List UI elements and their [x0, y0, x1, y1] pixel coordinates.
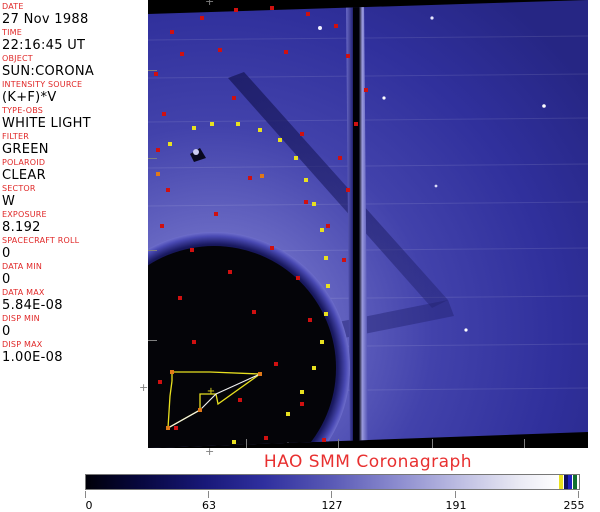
metadata-value-sector: W — [2, 194, 16, 209]
metadata-row: DISP MIN 0 — [2, 314, 147, 339]
image-axis-ticks — [148, 0, 588, 448]
metadata-value-disp-max: 1.00E-08 — [2, 350, 63, 365]
metadata-label-object: OBJECT — [2, 54, 33, 63]
metadata-value-time: 22:16:45 UT — [2, 38, 86, 53]
metadata-value-data-max: 5.84E-08 — [2, 298, 63, 313]
metadata-row: TIME 22:16:45 UT — [2, 28, 147, 53]
metadata-label-polaroid: POLAROID — [2, 158, 46, 167]
metadata-label-sector: SECTOR — [2, 184, 36, 193]
metadata-label-type-obs: TYPE-OBS — [2, 106, 44, 115]
colorbar-tick-labels: 0 63 127 191 255 — [85, 499, 585, 512]
metadata-row: EXPOSURE 8.192 — [2, 210, 147, 235]
colorbar-label-63: 63 — [202, 499, 216, 512]
metadata-label-spacecraft-roll: SPACECRAFT ROLL — [2, 236, 80, 245]
metadata-value-polaroid: CLEAR — [2, 168, 46, 183]
colorbar-swatch-blue — [568, 475, 572, 489]
frame-crosshair-bottom: + — [205, 445, 215, 458]
metadata-label-date: DATE — [2, 2, 24, 11]
metadata-label-exposure: EXPOSURE — [2, 210, 47, 219]
metadata-row: FILTER GREEN — [2, 132, 147, 157]
red-marker-arc — [148, 0, 588, 448]
colorbar: 0 63 127 191 255 — [85, 474, 585, 512]
metadata-label-filter: FILTER — [2, 132, 30, 141]
metadata-label-data-min: DATA MIN — [2, 262, 42, 271]
metadata-value-filter: GREEN — [2, 142, 49, 157]
frame-crosshair-top: + — [205, 0, 215, 8]
metadata-row: SPACECRAFT ROLL 0 — [2, 236, 147, 261]
metadata-label-time: TIME — [2, 28, 23, 37]
metadata-value-exposure: 8.192 — [2, 220, 41, 235]
colorbar-gradient — [85, 474, 580, 490]
metadata-row: DISP MAX 1.00E-08 — [2, 340, 147, 365]
metadata-value-data-min: 0 — [2, 272, 11, 287]
svg-text:+: + — [207, 386, 215, 397]
colorbar-ticks — [85, 491, 580, 499]
metadata-row: DATA MAX 5.84E-08 — [2, 288, 147, 313]
colorbar-swatch-yellow — [559, 475, 563, 489]
metadata-value-object: SUN:CORONA — [2, 64, 95, 79]
colorbar-swatch-navy — [564, 475, 568, 489]
colorbar-swatch-green — [573, 475, 577, 489]
colorbar-label-0: 0 — [85, 499, 93, 512]
metadata-label-disp-max: DISP MAX — [2, 340, 43, 349]
page-title: HAO SMM Coronagraph — [263, 452, 473, 472]
frame-crosshair-left: + — [139, 381, 149, 394]
metadata-value-disp-min: 0 — [2, 324, 11, 339]
metadata-row: SECTOR W — [2, 184, 147, 209]
colorbar-label-127: 127 — [321, 499, 343, 512]
metadata-row: OBJECT SUN:CORONA — [2, 54, 147, 79]
yellow-marker-arc — [148, 0, 588, 448]
metadata-row: POLAROID CLEAR — [2, 158, 147, 183]
corona-field-svg: + — [148, 0, 588, 448]
metadata-value-spacecraft-roll: 0 — [2, 246, 11, 261]
metadata-panel: DATE 27 Nov 1988 TIME 22:16:45 UT OBJECT… — [0, 0, 147, 448]
metadata-row: INTENSITY SOURCE (K+F)*V — [2, 80, 147, 105]
metadata-row: DATA MIN 0 — [2, 262, 147, 287]
metadata-value-date: 27 Nov 1988 — [2, 12, 89, 27]
metadata-value-intensity-source: (K+F)*V — [2, 90, 57, 105]
metadata-label-disp-min: DISP MIN — [2, 314, 40, 323]
metadata-label-data-max: DATA MAX — [2, 288, 45, 297]
colorbar-label-255: 255 — [563, 499, 585, 512]
metadata-value-type-obs: WHITE LIGHT — [2, 116, 91, 131]
metadata-label-intensity-source: INTENSITY SOURCE — [2, 80, 83, 89]
coronagraph-image[interactable]: + — [148, 0, 588, 448]
metadata-row: TYPE-OBS WHITE LIGHT — [2, 106, 147, 131]
metadata-row: DATE 27 Nov 1988 — [2, 2, 147, 27]
colorbar-label-191: 191 — [445, 499, 467, 512]
